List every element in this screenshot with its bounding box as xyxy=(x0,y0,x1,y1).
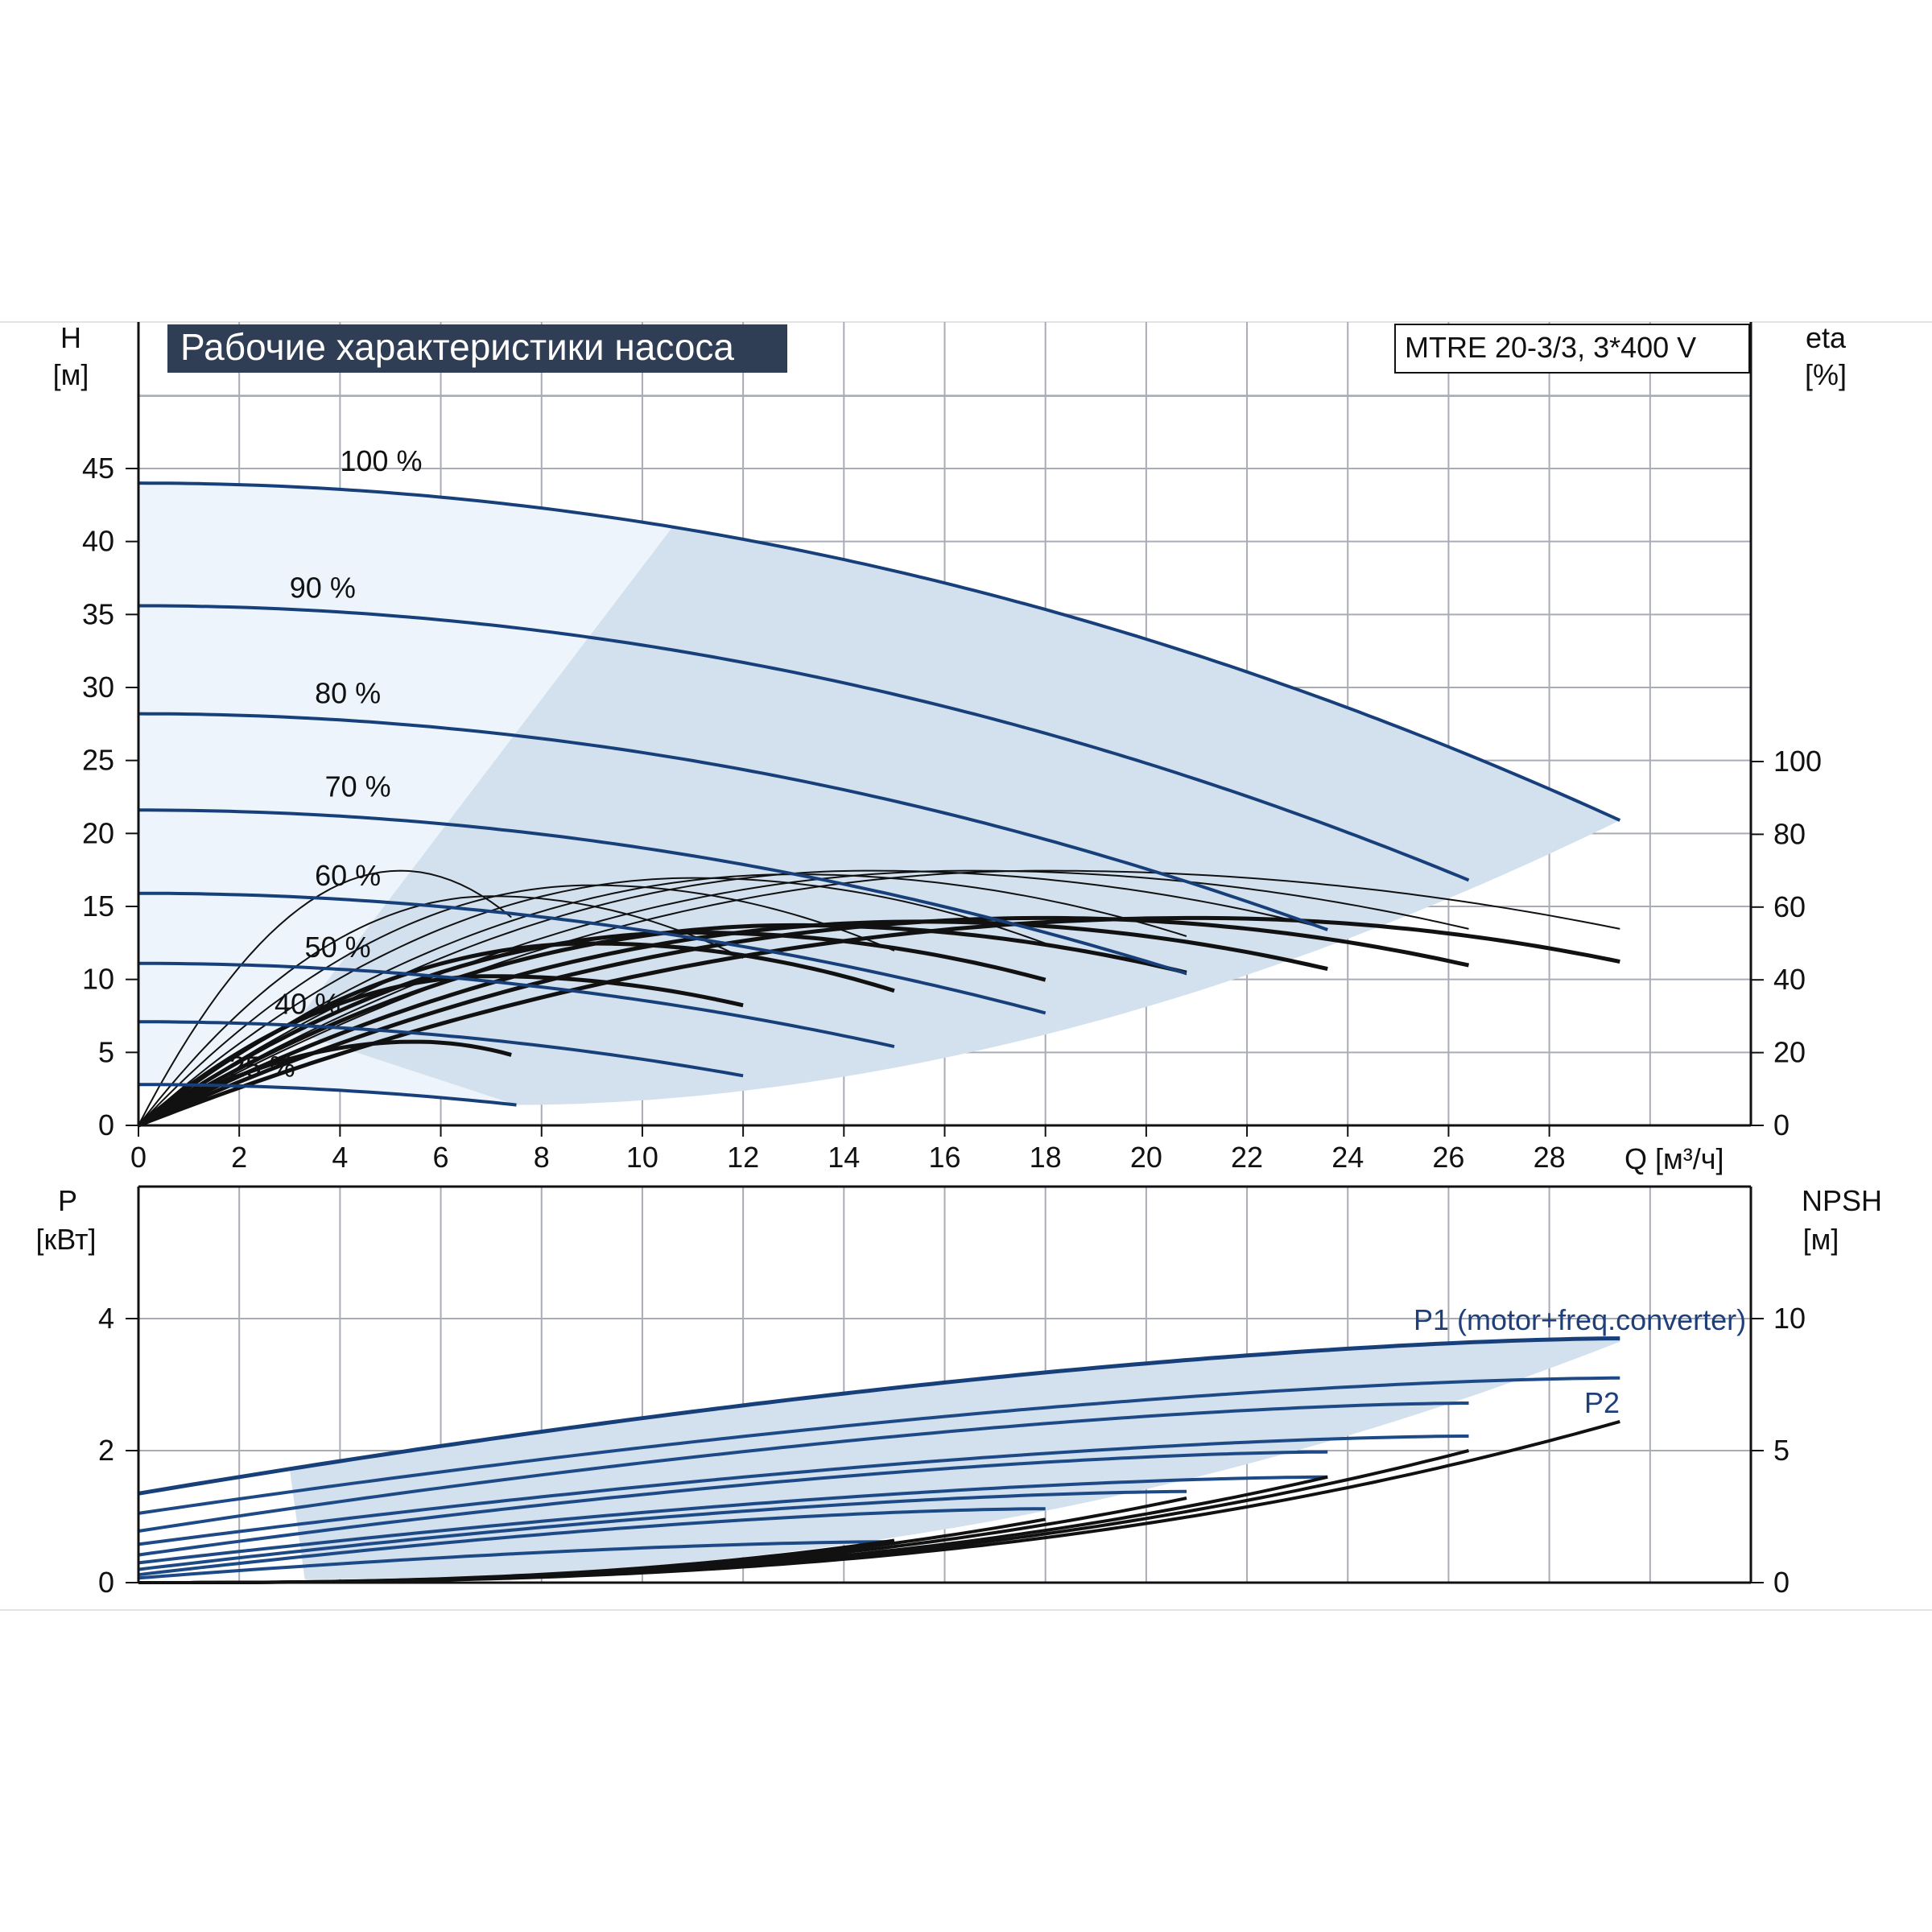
speed-label: 40 % xyxy=(275,987,341,1020)
head-curve-100 xyxy=(138,481,1621,822)
x-tick-label: 22 xyxy=(1231,1141,1263,1174)
x-axis-label: Q [м³/ч] xyxy=(1624,1142,1724,1175)
speed-label: 100 % xyxy=(340,444,422,477)
p-tick-label: 0 xyxy=(98,1566,114,1599)
x-tick-label: 20 xyxy=(1130,1141,1162,1174)
power-npsh-panel: 0 2 4 0 5 10 xyxy=(98,1185,1806,1599)
speed-label: 50 % xyxy=(305,931,371,964)
y2-axis-unit: [%] xyxy=(1805,358,1847,391)
head-curve-70 xyxy=(138,808,1187,976)
p1-curve-1 xyxy=(138,1376,1620,1515)
x-tick-label: 8 xyxy=(534,1141,550,1174)
speed-label: 25 % xyxy=(229,1050,295,1083)
npsh-tick-label: 5 xyxy=(1773,1434,1790,1467)
head-curve-60 xyxy=(138,891,1046,1015)
y2-tick-label: 80 xyxy=(1773,817,1806,850)
x-tick-label: 6 xyxy=(433,1141,449,1174)
p1-curve-6 xyxy=(138,1489,1187,1571)
eta-curve-3 xyxy=(138,873,1187,1126)
x-tick-label: 16 xyxy=(928,1141,960,1174)
p-tick-label: 2 xyxy=(98,1434,114,1467)
eta-curve-15 xyxy=(137,1039,512,1128)
x-tick-label: 12 xyxy=(727,1141,759,1174)
y-tick-label: 20 xyxy=(82,816,114,849)
model-label: MTRE 20-3/3, 3*400 V xyxy=(1405,331,1696,364)
model-box xyxy=(1394,324,1750,374)
eta-curve-14 xyxy=(137,974,744,1127)
speed-label: 90 % xyxy=(290,572,356,605)
x-tick-label: 4 xyxy=(332,1141,348,1174)
eta-curve-4 xyxy=(138,877,1046,1126)
x-tick-label: 28 xyxy=(1534,1141,1566,1174)
eta-curve-5 xyxy=(138,884,895,1126)
x-tick-label: 10 xyxy=(626,1141,658,1174)
head-curve-80 xyxy=(138,712,1328,931)
eta-curve-7 xyxy=(138,869,512,1126)
p2-label: P2 xyxy=(1584,1386,1620,1419)
y-axis-unit: [м] xyxy=(53,358,89,391)
x-tick-label: 14 xyxy=(828,1141,860,1174)
p1-label: P1 (motor+freq.converter) xyxy=(1414,1303,1746,1336)
y-tick-label: 45 xyxy=(82,452,114,485)
y2-tick-label: 60 xyxy=(1773,890,1806,923)
y2-tick-label: 0 xyxy=(1773,1108,1790,1141)
npsh-tick-label: 0 xyxy=(1773,1566,1790,1599)
x-tick-label: 2 xyxy=(231,1141,247,1174)
x-tick-label: 26 xyxy=(1432,1141,1464,1174)
eta-curve-8 xyxy=(138,915,1620,1128)
chart-title-box xyxy=(167,324,787,373)
x-tick-label: 18 xyxy=(1030,1141,1062,1174)
y2-tick-label: 40 xyxy=(1773,963,1806,996)
y2-tick-label: 20 xyxy=(1773,1036,1806,1069)
speed-label: 70 % xyxy=(325,770,391,803)
p1-curve-5 xyxy=(138,1475,1328,1565)
npsh-axis-unit: [м] xyxy=(1803,1223,1839,1256)
y2-axis-label: eta xyxy=(1806,321,1847,354)
p1-curve-2 xyxy=(138,1402,1469,1533)
y-axis-label: H xyxy=(60,321,81,354)
y-tick-label: 5 xyxy=(98,1035,114,1068)
chart-title: Рабочие характеристики насоса xyxy=(180,326,734,368)
p1-curve-4 xyxy=(138,1450,1328,1557)
p1-curve-3 xyxy=(138,1435,1469,1546)
p1-curve-0 xyxy=(138,1336,1620,1496)
y-tick-label: 10 xyxy=(82,963,114,996)
p-tick-label: 4 xyxy=(98,1302,114,1335)
eta-curve-9 xyxy=(137,915,1470,1128)
head-curve-50 xyxy=(138,961,895,1049)
p-axis-label: P xyxy=(58,1184,77,1217)
speed-label: 60 % xyxy=(315,859,381,892)
npsh-tick-label: 10 xyxy=(1773,1302,1806,1335)
y-tick-label: 15 xyxy=(82,890,114,923)
speed-label: 80 % xyxy=(315,676,381,709)
x-tick-label: 0 xyxy=(130,1141,147,1174)
p-axis-unit: [кВт] xyxy=(35,1223,96,1256)
eta-curve-6 xyxy=(138,895,744,1126)
eta-curve-12 xyxy=(137,930,1046,1128)
y2-tick-label: 100 xyxy=(1773,745,1822,778)
head-efficiency-panel: 100 %90 %80 %70 %60 %50 %40 %25 %0 2 4 6 8 10… xyxy=(82,322,1822,1174)
head-curve-40 xyxy=(138,1020,744,1078)
p1-curve-8 xyxy=(138,1540,894,1580)
head-curve-25 xyxy=(138,1083,517,1107)
y-tick-label: 0 xyxy=(98,1108,114,1141)
p1-curve-7 xyxy=(138,1507,1046,1577)
npsh-axis-label: NPSH xyxy=(1802,1184,1882,1217)
y-tick-label: 25 xyxy=(82,744,114,777)
head-curve-90 xyxy=(138,604,1470,882)
x-tick-label: 24 xyxy=(1331,1141,1364,1174)
eta-curve-0 xyxy=(138,869,1620,1126)
eta-curve-1 xyxy=(138,869,1469,1126)
y-tick-label: 35 xyxy=(82,597,114,630)
y-tick-label: 40 xyxy=(82,525,114,558)
y-tick-label: 30 xyxy=(82,671,114,704)
